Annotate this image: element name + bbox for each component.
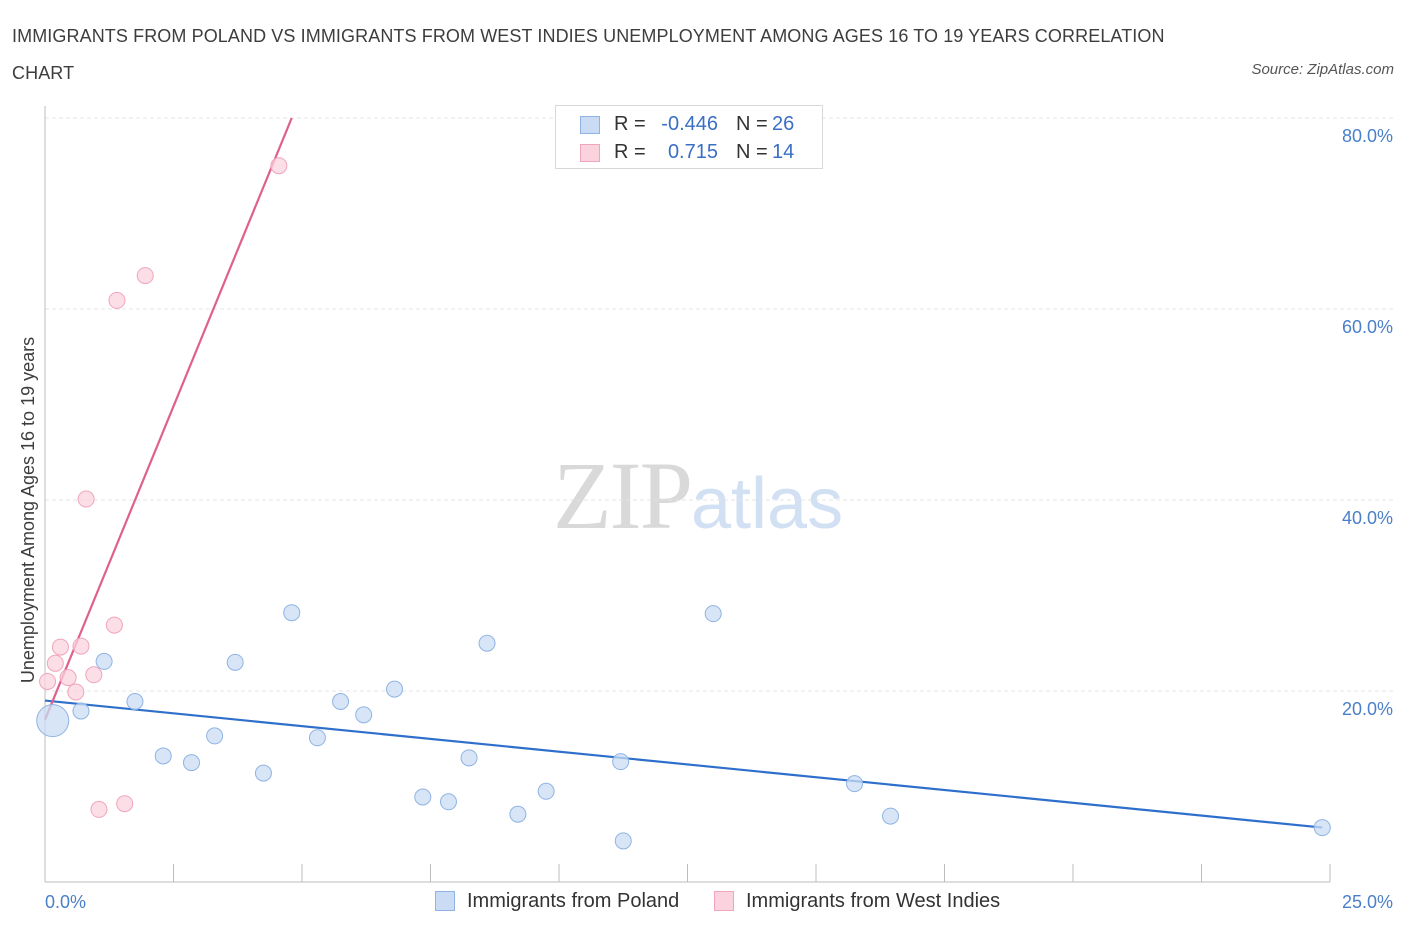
data-point-poland	[332, 693, 350, 711]
series-label-poland: Immigrants from Poland	[467, 890, 680, 912]
data-point-poland	[414, 788, 432, 806]
data-point-poland	[283, 604, 301, 622]
data-point-poland	[355, 706, 373, 724]
legend-r-value: 0.715	[667, 141, 718, 163]
legend-r-label: R =	[614, 141, 646, 163]
trend-line-westindies	[43, 117, 293, 721]
legend-r-value: -0.446	[661, 113, 718, 135]
legend-n-label: N =	[736, 141, 768, 163]
data-point-poland	[95, 652, 113, 670]
grid-layer	[45, 117, 1395, 692]
y-tick-label: 40.0%	[1342, 508, 1393, 528]
series-label-westindies: Immigrants from West Indies	[746, 890, 1001, 912]
legend-n-label: N =	[736, 113, 768, 135]
chart-title: IMMIGRANTS FROM POLAND VS IMMIGRANTS FRO…	[12, 26, 1165, 83]
data-point-poland	[36, 704, 70, 738]
data-point-poland	[254, 764, 272, 782]
data-point-westindies	[108, 291, 126, 309]
data-point-westindies	[46, 654, 64, 672]
legend-swatch-poland	[580, 116, 600, 134]
data-point-westindies	[72, 637, 90, 655]
legend-r-label: R =	[614, 113, 646, 135]
watermark: ZIPatlas	[553, 440, 843, 551]
x-tick-label: 0.0%	[45, 892, 86, 912]
data-point-poland	[126, 693, 144, 711]
data-point-westindies	[39, 672, 57, 690]
y-axis-label: Unemployment Among Ages 16 to 19 years	[18, 337, 38, 683]
legend-n-value: 14	[772, 141, 795, 163]
series-swatch-westindies	[714, 891, 734, 911]
data-point-westindies	[270, 157, 288, 175]
data-point-westindies	[59, 669, 77, 687]
data-point-poland	[386, 680, 404, 698]
legend-n-value: 26	[772, 113, 795, 135]
data-point-poland	[478, 634, 496, 652]
data-point-poland	[704, 605, 722, 623]
data-point-westindies	[105, 616, 123, 634]
data-point-poland	[460, 749, 478, 767]
data-point-westindies	[136, 267, 154, 285]
data-point-poland	[882, 807, 900, 825]
watermark-atlas: atlas	[691, 464, 844, 544]
data-point-westindies	[51, 638, 69, 656]
y-tick-label: 80.0%	[1342, 126, 1393, 146]
data-point-westindies	[116, 795, 134, 813]
x-tick-label: 25.0%	[1342, 892, 1393, 912]
label-layer: 20.0% 40.0% 60.0% 80.0% 0.0% 25.0% Unemploymen…	[18, 126, 1393, 912]
legend-swatch-westindies	[580, 144, 600, 162]
data-point-westindies	[90, 800, 108, 818]
data-point-poland	[72, 702, 90, 720]
series-swatch-poland	[435, 891, 455, 911]
watermark-zip: ZIP	[553, 442, 693, 549]
point-layer	[36, 157, 1331, 850]
data-point-poland	[154, 747, 172, 765]
data-point-poland	[1313, 819, 1331, 837]
data-point-poland	[439, 793, 457, 811]
data-point-poland	[226, 653, 244, 671]
correlation-legend: R = -0.446 N = 26 R = 0.715 N = 14	[555, 105, 823, 169]
data-point-westindies	[85, 666, 103, 684]
axis-layer	[44, 106, 1331, 883]
data-point-poland	[509, 805, 527, 823]
data-point-poland	[182, 754, 200, 772]
trend-line-poland	[44, 699, 1323, 829]
trend-layer	[43, 117, 1323, 829]
source-label: Source: ZipAtlas.com	[1251, 61, 1394, 78]
data-point-poland	[206, 727, 224, 745]
y-tick-label: 20.0%	[1342, 699, 1393, 719]
data-point-poland	[846, 775, 864, 793]
data-point-poland	[308, 729, 326, 747]
data-point-poland	[614, 832, 632, 850]
data-point-poland	[537, 782, 555, 800]
data-point-westindies	[67, 683, 85, 701]
data-point-westindies	[77, 490, 95, 508]
y-tick-label: 60.0%	[1342, 317, 1393, 337]
data-point-poland	[612, 753, 630, 771]
